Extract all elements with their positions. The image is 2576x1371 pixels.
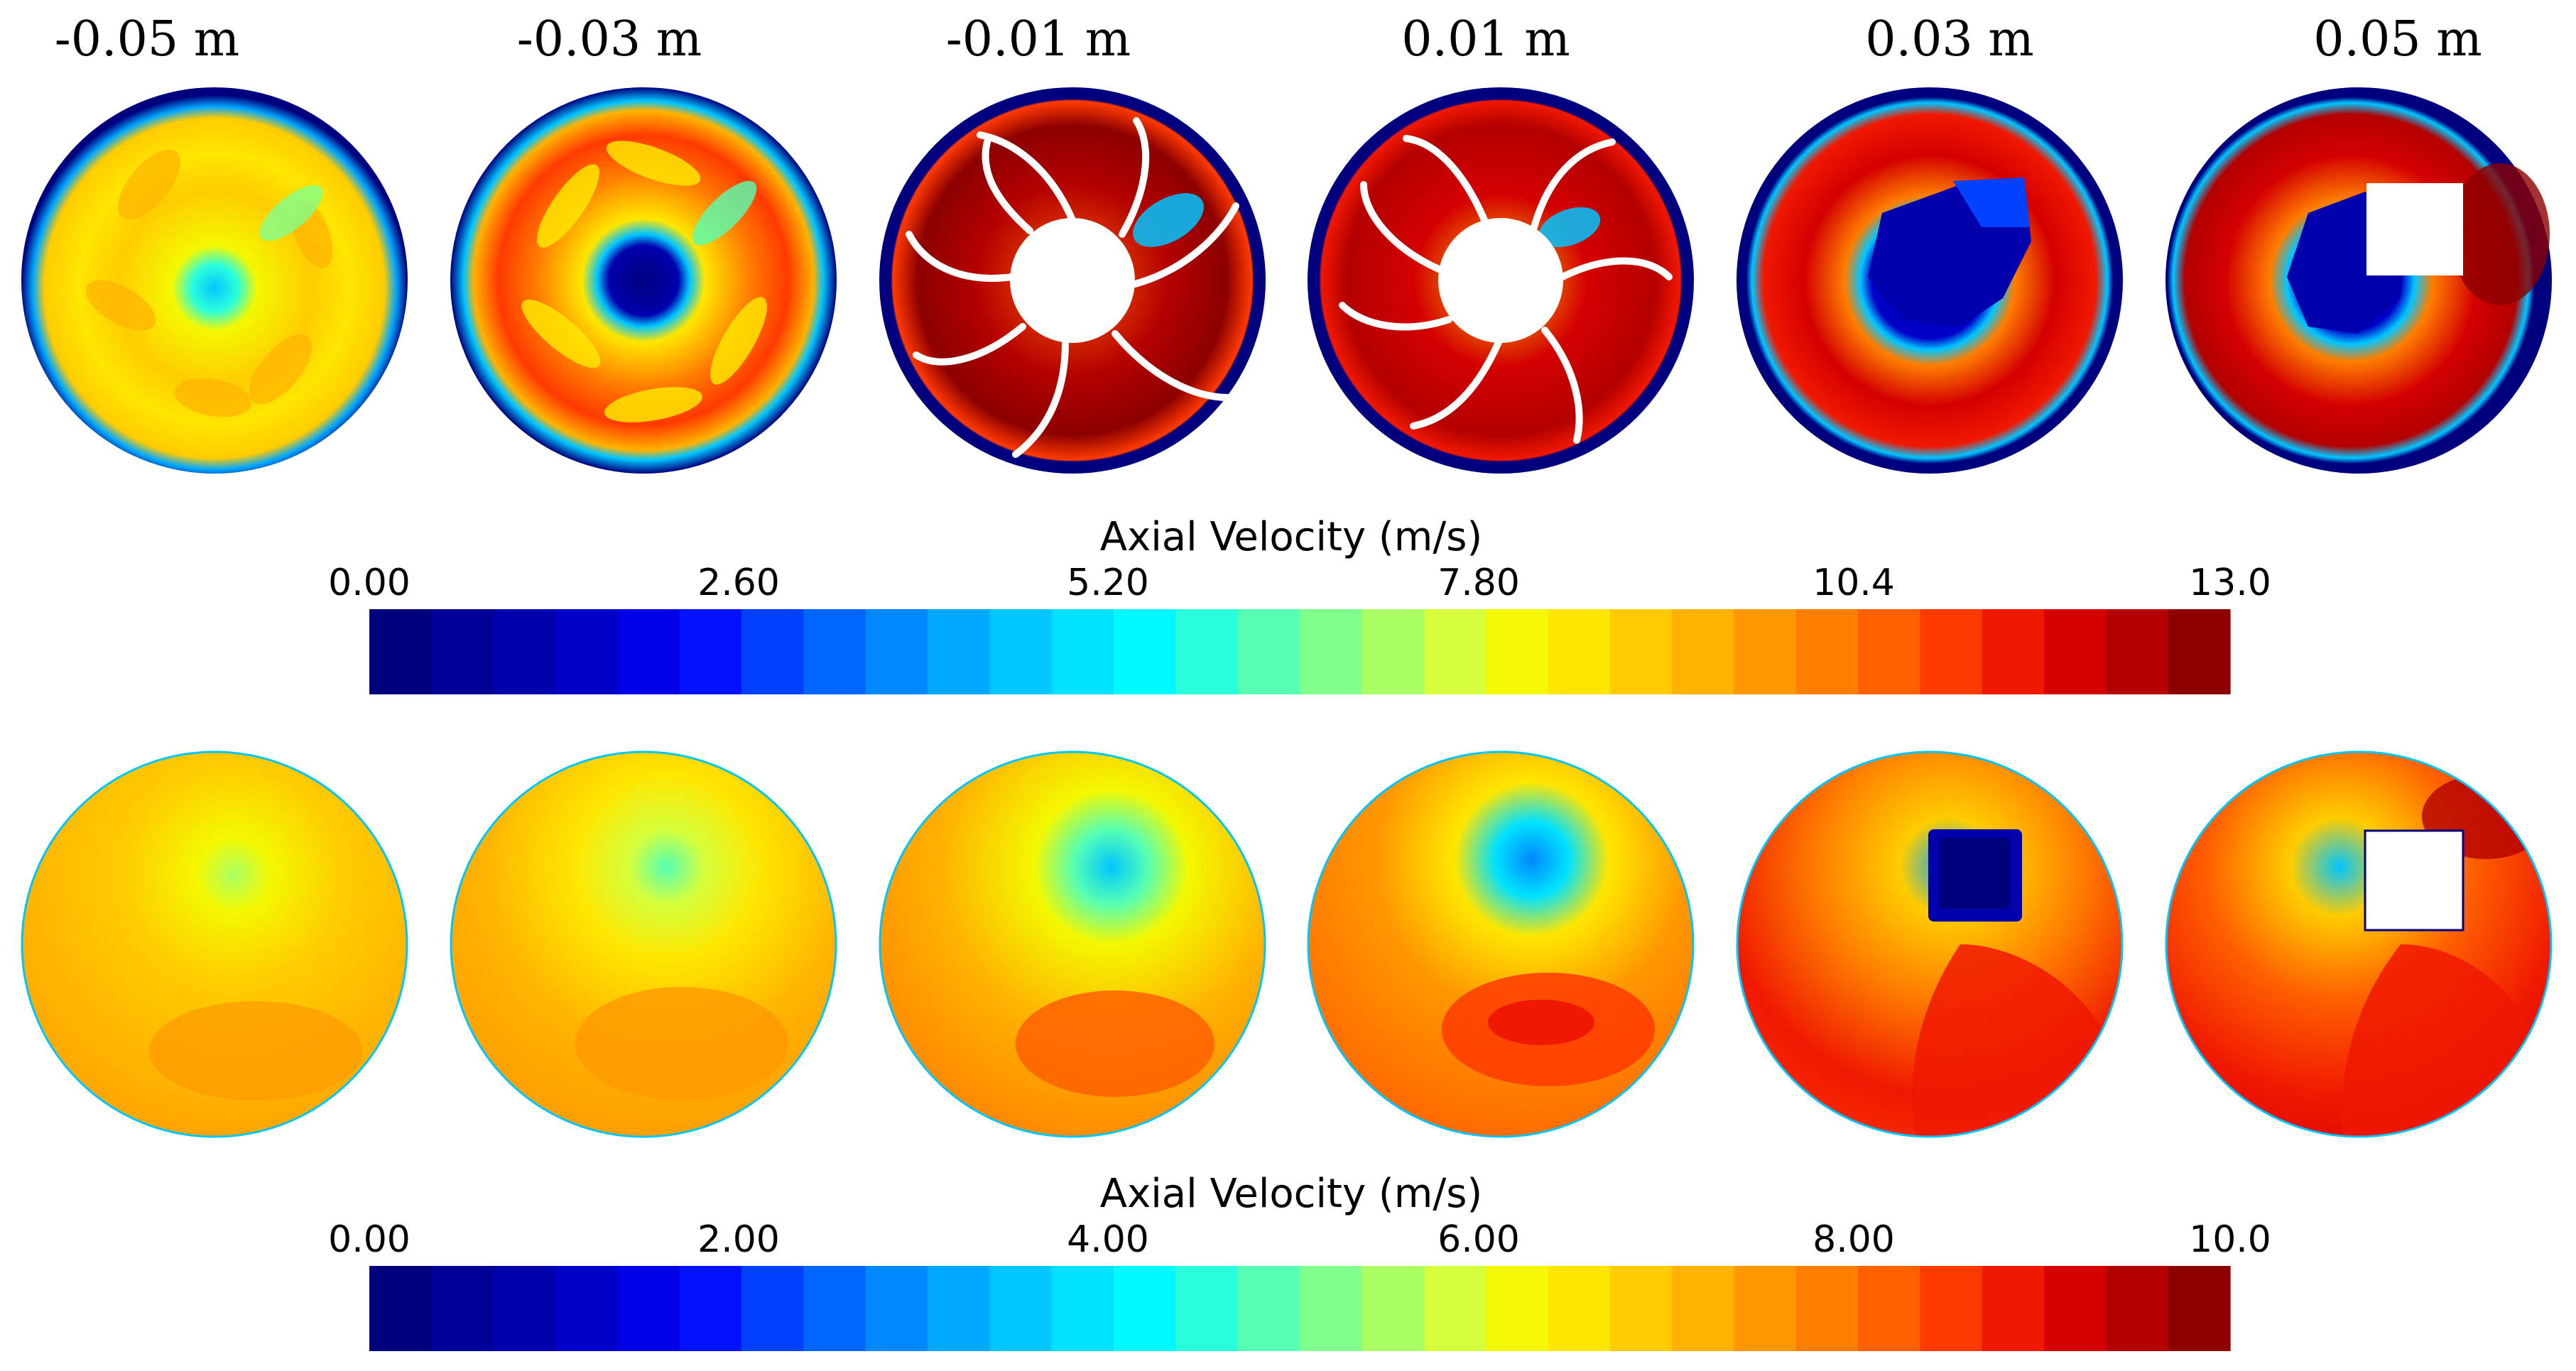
position-labels: -0.05 m -0.03 m -0.01 m 0.01 m 0.03 m 0.… xyxy=(55,11,2482,67)
contour-top-5 xyxy=(1737,87,2123,474)
colorbar-top-swatch xyxy=(741,609,804,694)
contour-bottom-5 xyxy=(1736,750,2124,1138)
colorbar-top-tick-6: 13.0 xyxy=(2189,562,2271,604)
colorbar-bottom-tick-5: 8.00 xyxy=(1813,1218,1895,1261)
position-label-1: -0.05 m xyxy=(55,11,239,67)
colorbar-top-swatch xyxy=(1051,609,1114,694)
colorbar-bottom-swatch xyxy=(555,1266,618,1351)
colorbar-top-swatch xyxy=(1858,609,1920,694)
contour-top-4 xyxy=(1308,87,1694,474)
colorbar-top-swatch xyxy=(431,609,494,694)
colorbar-bottom-swatch xyxy=(1237,1266,1300,1351)
colorbar-bottom-tick-3: 4.00 xyxy=(1067,1218,1149,1261)
colorbar-bottom-title: Axial Velocity (m/s) xyxy=(1100,1171,1482,1217)
colorbar-top-swatch xyxy=(1114,609,1176,694)
colorbar-top-tick-4: 7.80 xyxy=(1438,562,1520,604)
colorbar-top-swatch xyxy=(2168,609,2231,694)
colorbar-top-swatch xyxy=(1734,609,1797,694)
colorbar-bottom-swatch xyxy=(1423,1266,1487,1351)
colorbar-bottom-swatch xyxy=(2106,1266,2169,1351)
position-label-6: 0.05 m xyxy=(2313,11,2482,67)
colorbar-top-swatch xyxy=(1795,609,1859,694)
position-label-2: -0.03 m xyxy=(517,11,702,67)
colorbar-bottom-swatch xyxy=(2168,1266,2231,1351)
colorbar-bottom-swatch xyxy=(803,1266,866,1351)
colorbar-bottom-swatch xyxy=(1920,1266,1983,1351)
colorbar-top: Axial Velocity (m/s) 0.00 2.60 5.20 7.80… xyxy=(328,514,2271,694)
contour-top-6 xyxy=(2165,87,2552,474)
contour-top-1 xyxy=(21,87,408,474)
colorbar-bottom: Axial Velocity (m/s) 0.00 2.00 4.00 6.00… xyxy=(328,1171,2271,1351)
position-label-3: -0.01 m xyxy=(946,11,1131,67)
colorbar-top-swatches xyxy=(369,609,2231,694)
colorbar-top-swatch xyxy=(1548,609,1611,694)
colorbar-bottom-tick-4: 6.00 xyxy=(1438,1218,1520,1261)
colorbar-top-swatch xyxy=(555,609,618,694)
colorbar-bottom-swatch xyxy=(1114,1266,1176,1351)
colorbar-top-swatch xyxy=(493,609,556,694)
colorbar-top-swatch xyxy=(1982,609,2045,694)
colorbar-bottom-swatch xyxy=(1734,1266,1797,1351)
colorbar-bottom-swatch xyxy=(679,1266,742,1351)
position-label-4: 0.01 m xyxy=(1401,11,1570,67)
colorbar-top-swatch xyxy=(1362,609,1425,694)
contour-bottom-6 xyxy=(2165,750,2553,1138)
contour-bottom-4 xyxy=(1307,750,1695,1138)
colorbar-bottom-swatch xyxy=(989,1266,1053,1351)
colorbar-top-swatch xyxy=(2106,609,2169,694)
colorbar-top-swatch xyxy=(1486,609,1548,694)
colorbar-bottom-swatch xyxy=(1609,1266,1673,1351)
colorbar-bottom-swatch xyxy=(1362,1266,1425,1351)
colorbar-top-tick-2: 2.60 xyxy=(697,562,780,604)
colorbar-bottom-swatch xyxy=(1486,1266,1548,1351)
colorbar-bottom-swatch xyxy=(617,1266,680,1351)
colorbar-bottom-swatch xyxy=(1051,1266,1114,1351)
colorbar-bottom-swatch xyxy=(2044,1266,2107,1351)
colorbar-top-swatch xyxy=(1672,609,1734,694)
colorbar-top-swatch xyxy=(1609,609,1673,694)
colorbar-bottom-swatch xyxy=(493,1266,556,1351)
colorbar-top-swatch xyxy=(1300,609,1362,694)
contour-bottom-2 xyxy=(450,750,837,1138)
colorbar-top-swatch xyxy=(617,609,680,694)
colorbar-top-swatch xyxy=(679,609,742,694)
colorbar-top-title: Axial Velocity (m/s) xyxy=(1100,514,1482,560)
colorbar-bottom-swatch xyxy=(741,1266,804,1351)
colorbar-bottom-swatch xyxy=(1795,1266,1859,1351)
colorbar-top-swatch xyxy=(928,609,990,694)
colorbar-bottom-swatch xyxy=(865,1266,928,1351)
colorbar-bottom-swatch xyxy=(369,1266,432,1351)
contour-bottom-1 xyxy=(21,750,408,1138)
colorbar-top-swatch xyxy=(1237,609,1300,694)
colorbar-bottom-swatch xyxy=(1175,1266,1239,1351)
colorbar-bottom-tick-6: 10.0 xyxy=(2189,1218,2271,1261)
colorbar-top-tick-3: 5.20 xyxy=(1067,562,1149,604)
colorbar-bottom-swatch xyxy=(1300,1266,1362,1351)
colorbar-top-swatch xyxy=(1920,609,1983,694)
colorbar-bottom-tick-1: 0.00 xyxy=(328,1218,411,1261)
colorbar-top-swatch xyxy=(1423,609,1487,694)
colorbar-bottom-swatch xyxy=(1858,1266,1920,1351)
colorbar-bottom-tick-2: 2.00 xyxy=(697,1218,780,1261)
colorbar-top-tick-5: 10.4 xyxy=(1813,562,1895,604)
contour-top-3 xyxy=(879,87,1266,474)
colorbar-bottom-swatch xyxy=(431,1266,494,1351)
colorbar-top-swatch xyxy=(865,609,928,694)
colorbar-top-swatch xyxy=(369,609,432,694)
colorbar-top-tick-1: 0.00 xyxy=(328,562,411,604)
colorbar-top-swatch xyxy=(803,609,866,694)
contour-top-2 xyxy=(450,87,837,474)
colorbar-top-swatch xyxy=(989,609,1053,694)
colorbar-bottom-swatches xyxy=(369,1266,2231,1351)
colorbar-bottom-swatch xyxy=(928,1266,990,1351)
colorbar-bottom-swatch xyxy=(1672,1266,1734,1351)
position-label-5: 0.03 m xyxy=(1865,11,2034,67)
contour-bottom-3 xyxy=(879,750,1266,1138)
colorbar-top-swatch xyxy=(1175,609,1239,694)
colorbar-bottom-swatch xyxy=(1982,1266,2045,1351)
colorbar-top-swatch xyxy=(2044,609,2107,694)
colorbar-bottom-swatch xyxy=(1548,1266,1611,1351)
